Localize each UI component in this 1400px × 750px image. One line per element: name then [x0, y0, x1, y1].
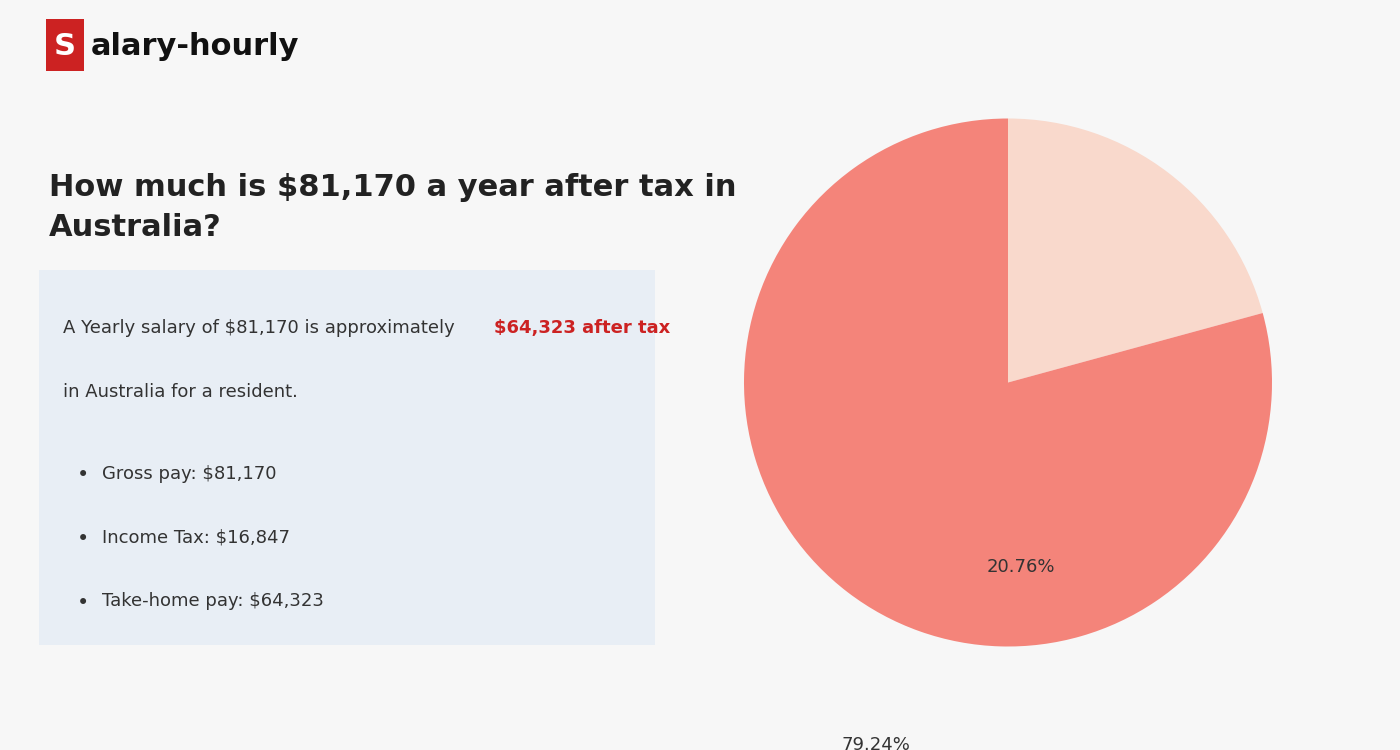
Legend: Income Tax, Take-home Pay: Income Tax, Take-home Pay [837, 0, 1179, 7]
Text: Gross pay: $81,170: Gross pay: $81,170 [101, 465, 276, 483]
Text: 79.24%: 79.24% [841, 736, 910, 750]
Text: •: • [77, 529, 90, 549]
Text: alary-hourly: alary-hourly [91, 32, 300, 61]
FancyBboxPatch shape [45, 19, 84, 71]
Text: Income Tax: $16,847: Income Tax: $16,847 [101, 529, 290, 547]
Text: in Australia for a resident.: in Australia for a resident. [63, 382, 298, 400]
Text: $64,323 after tax: $64,323 after tax [493, 319, 669, 337]
Wedge shape [1008, 118, 1263, 382]
Text: Take-home pay: $64,323: Take-home pay: $64,323 [101, 592, 323, 610]
Text: 20.76%: 20.76% [987, 558, 1056, 576]
Text: A Yearly salary of $81,170 is approximately: A Yearly salary of $81,170 is approximat… [63, 319, 461, 337]
Wedge shape [743, 118, 1273, 646]
Text: •: • [77, 465, 90, 485]
Text: S: S [55, 32, 76, 61]
Text: How much is $81,170 a year after tax in
Australia?: How much is $81,170 a year after tax in … [49, 172, 736, 242]
Text: •: • [77, 592, 90, 613]
FancyBboxPatch shape [39, 270, 655, 645]
